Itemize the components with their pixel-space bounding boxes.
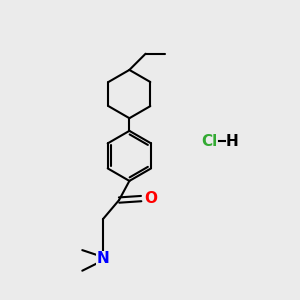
Text: H: H: [226, 134, 239, 149]
Text: O: O: [144, 191, 157, 206]
Text: Cl: Cl: [201, 134, 217, 149]
Text: N: N: [97, 251, 109, 266]
